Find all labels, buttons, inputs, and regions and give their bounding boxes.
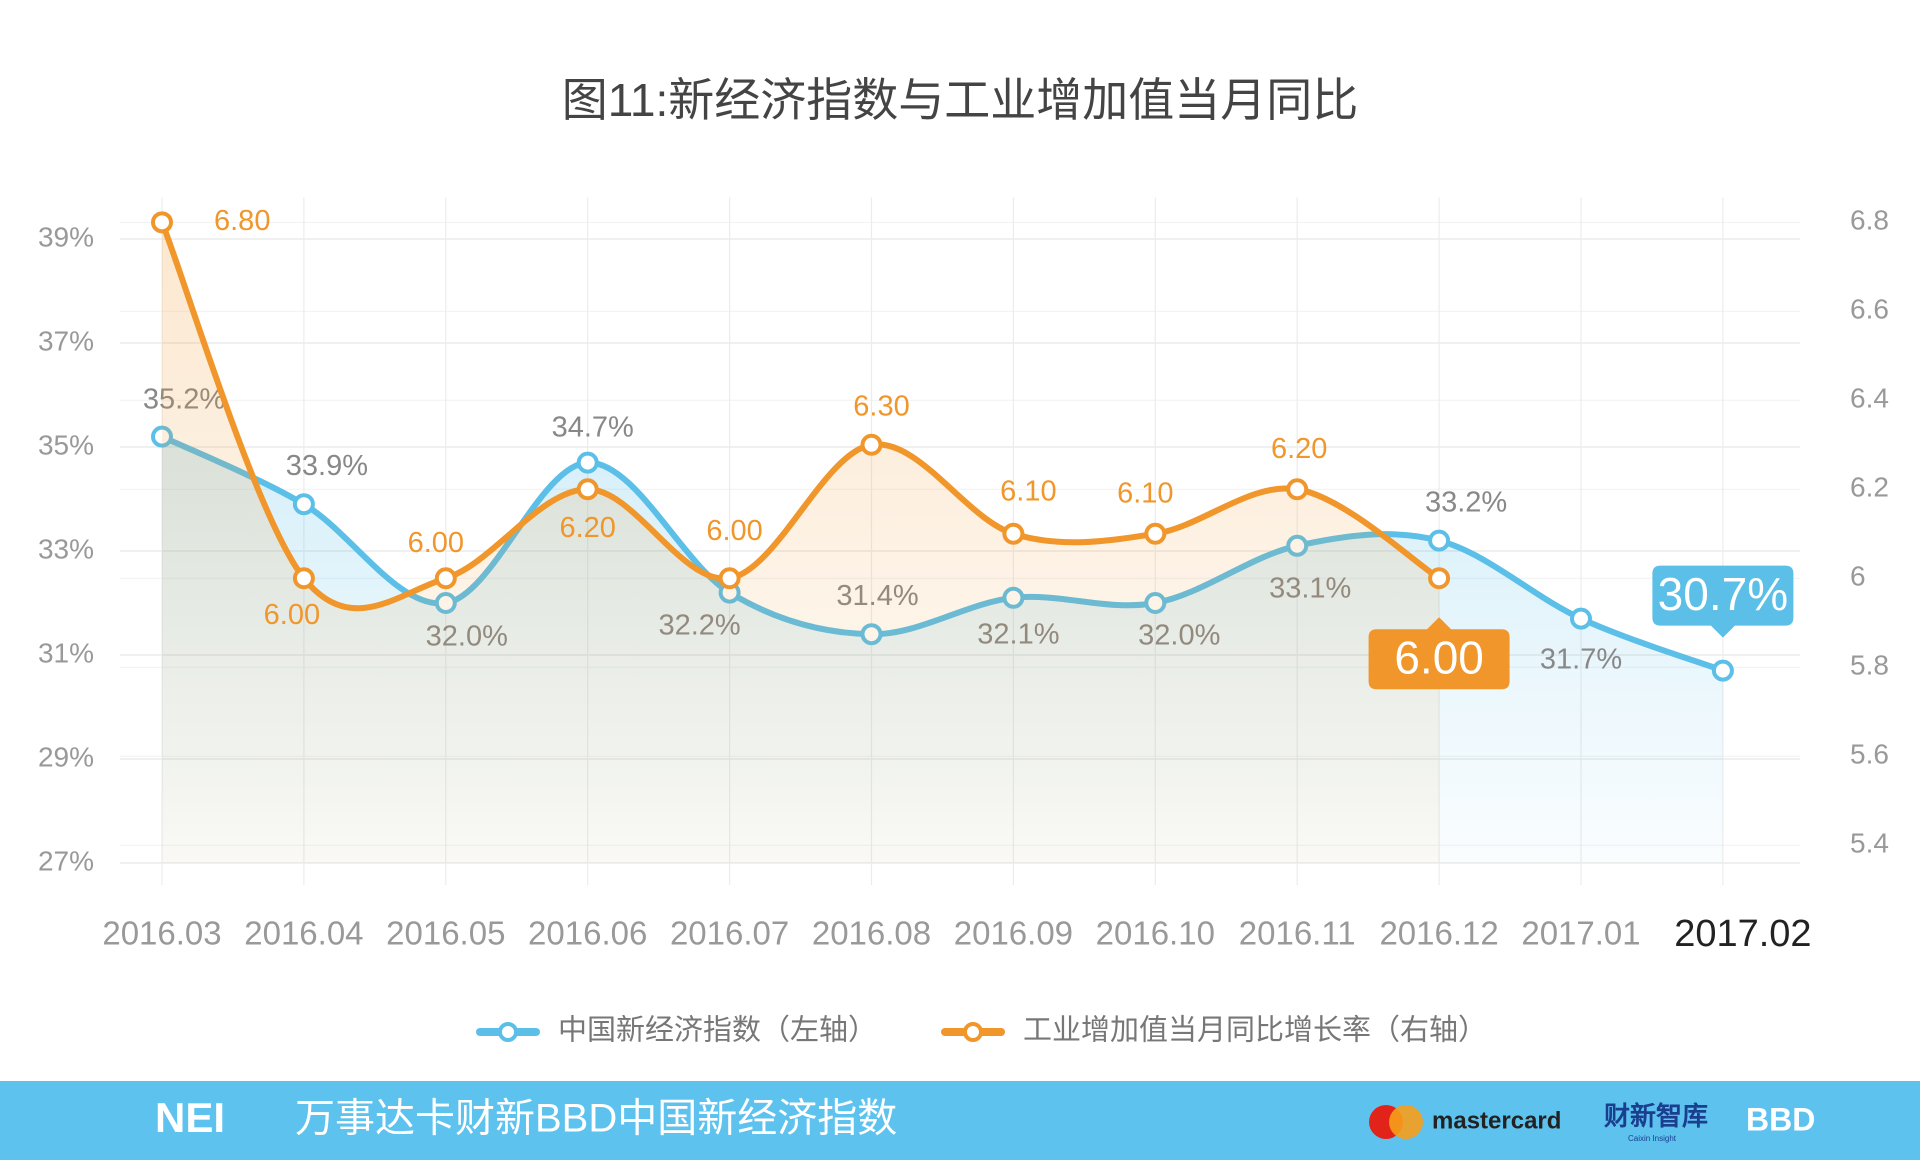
value-label-callout: 6.00 xyxy=(1394,631,1484,683)
data-point xyxy=(434,567,457,590)
value-label: 6.00 xyxy=(706,515,762,547)
y2-tick-label: 6.2 xyxy=(1850,472,1889,503)
value-label: 6.10 xyxy=(1117,477,1173,509)
y-tick-label: 39% xyxy=(38,221,94,252)
legend-swatch xyxy=(963,1022,983,1042)
x-tick-label: 2016.07 xyxy=(670,915,789,952)
value-label-callout: 30.7% xyxy=(1658,568,1788,620)
x-tick-label: 2016.11 xyxy=(1239,915,1356,952)
y2-tick-label: 6 xyxy=(1850,561,1866,592)
footer-logo: BBD xyxy=(1746,1101,1815,1137)
data-point xyxy=(1144,522,1167,545)
data-point xyxy=(1002,522,1025,545)
x-tick-label: 2016.10 xyxy=(1096,915,1215,952)
data-point xyxy=(576,478,599,501)
y-tick-label: 27% xyxy=(38,845,94,876)
x-tick-label: 2016.05 xyxy=(386,915,505,952)
footer-band xyxy=(0,1081,1920,1160)
value-label: 31.7% xyxy=(1540,643,1622,675)
data-point xyxy=(151,211,173,234)
x-tick-label: 2016.06 xyxy=(528,915,647,952)
value-label: 6.00 xyxy=(264,599,320,631)
legend: 中国新经济指数（左轴） 工业增加值当月同比增长率（右轴） xyxy=(476,1014,1487,1047)
data-point xyxy=(292,493,315,516)
series-area xyxy=(162,222,1440,864)
y2-tick-label: 5.4 xyxy=(1850,828,1889,859)
value-label: 6.30 xyxy=(853,390,909,422)
y2-tick-label: 5.8 xyxy=(1850,650,1889,681)
value-label: 33.2% xyxy=(1425,486,1507,518)
value-label: 6.20 xyxy=(1271,433,1327,465)
footer-logo: NEI xyxy=(155,1094,225,1141)
value-label: 6.20 xyxy=(559,512,615,544)
x-tick-label: 2017.01 xyxy=(1521,915,1640,952)
x-tick-label: 2016.12 xyxy=(1379,915,1498,952)
y2-tick-label: 6.8 xyxy=(1850,205,1889,236)
data-point xyxy=(1428,567,1451,590)
footer-title: 万事达卡财新BBD中国新经济指数 xyxy=(295,1097,897,1141)
y-tick-label: 35% xyxy=(38,429,94,460)
legend-label: 工业增加值当月同比增长率（右轴） xyxy=(1023,1014,1487,1047)
x-tick-label: 2016.04 xyxy=(244,915,363,952)
value-label: 33.9% xyxy=(286,450,368,482)
footer-logo: mastercard xyxy=(1432,1107,1561,1134)
data-point xyxy=(860,433,883,456)
data-point xyxy=(718,567,741,590)
value-label: 6.10 xyxy=(1000,475,1056,507)
legend-swatch xyxy=(498,1022,518,1042)
data-point xyxy=(1428,529,1451,552)
value-label: 6.00 xyxy=(408,527,464,559)
value-label: 6.80 xyxy=(214,205,270,237)
data-point xyxy=(576,451,599,474)
chart-title: 图11:新经济指数与工业增加值当月同比 xyxy=(562,74,1359,126)
y-tick-label: 33% xyxy=(38,533,94,564)
series: 6.80 6.00 6.00 6.20 6.00 6.30 6.10 6.10 6.20 6.00 xyxy=(151,205,1510,864)
y-tick-label: 37% xyxy=(38,325,94,356)
x-tick-label: 2017.02 xyxy=(1674,913,1811,955)
data-point xyxy=(292,567,315,590)
x-tick-label: 2016.08 xyxy=(812,915,931,952)
callout xyxy=(1368,617,1510,690)
series-line xyxy=(159,219,1443,612)
data-point xyxy=(1711,659,1734,682)
y2-tick-label: 5.6 xyxy=(1850,739,1889,770)
data-point xyxy=(1286,478,1309,501)
data-point xyxy=(1570,607,1592,630)
footer-logo: Caixin Insight xyxy=(1628,1134,1677,1143)
callout xyxy=(1652,565,1794,638)
x-tick-label: 2016.09 xyxy=(954,915,1073,952)
y-tick-label: 31% xyxy=(38,637,94,668)
legend-label: 中国新经济指数（左轴） xyxy=(558,1014,877,1047)
mastercard-circle xyxy=(1389,1105,1423,1139)
y-tick-label: 29% xyxy=(38,741,94,772)
x-tick-label: 2016.03 xyxy=(102,915,221,952)
footer-logo: 财新智库 xyxy=(1604,1101,1708,1131)
y2-tick-label: 6.6 xyxy=(1850,294,1889,325)
value-label: 34.7% xyxy=(552,411,634,443)
y2-tick-label: 6.4 xyxy=(1850,383,1889,414)
